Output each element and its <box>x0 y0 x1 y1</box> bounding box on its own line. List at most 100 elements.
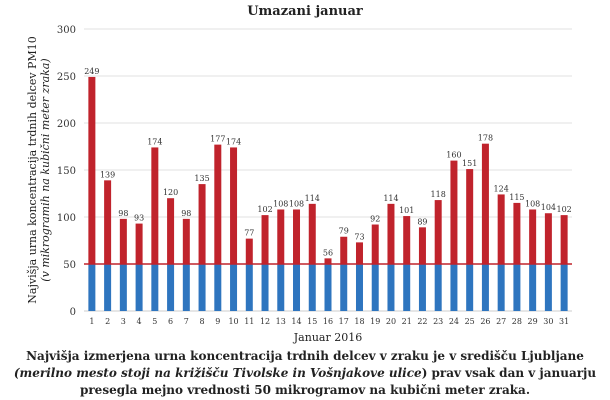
bar-below-threshold <box>418 264 426 311</box>
x-tick-label: 2 <box>105 317 110 326</box>
data-label: 93 <box>134 214 144 223</box>
bar-above-threshold <box>88 76 96 264</box>
x-tick-label: 14 <box>291 317 301 326</box>
bar-below-threshold <box>387 264 395 311</box>
bar-above-threshold <box>560 215 568 264</box>
bar-above-threshold <box>513 202 521 264</box>
x-tick-label: 4 <box>137 317 142 326</box>
bar-below-threshold <box>230 264 238 311</box>
y-tick-label: 150 <box>57 166 76 177</box>
bar-below-threshold <box>277 264 285 311</box>
data-label: 108 <box>289 199 304 208</box>
bar-above-threshold <box>151 147 159 264</box>
bar-below-threshold <box>245 264 253 311</box>
bar-below-threshold <box>324 264 332 311</box>
data-label: 174 <box>226 137 241 146</box>
x-tick-label: 17 <box>339 317 349 326</box>
bar-above-threshold <box>308 203 316 264</box>
x-tick-label: 22 <box>417 317 427 326</box>
data-label: 98 <box>118 209 128 218</box>
data-label: 115 <box>509 193 524 202</box>
x-tick-label: 11 <box>244 317 254 326</box>
bar-above-threshold <box>387 203 395 264</box>
bar-below-threshold <box>293 264 301 311</box>
caption-line-1: Najvišja izmerjena urna koncentracija tr… <box>26 349 584 363</box>
bar-below-threshold <box>466 264 474 311</box>
bar-above-threshold <box>355 242 363 264</box>
data-label: 114 <box>383 194 398 203</box>
bar-below-threshold <box>214 264 222 311</box>
bar-above-threshold <box>544 213 552 264</box>
bar-below-threshold <box>135 264 143 311</box>
bar-below-threshold <box>355 264 363 311</box>
data-label: 108 <box>525 199 540 208</box>
caption-line-3: presegla mejno vrednosti 50 mikrogramov … <box>79 383 531 397</box>
bar-below-threshold <box>308 264 316 311</box>
bar-chart: 0501001502002503002491139298393417451206… <box>57 25 572 344</box>
bar-above-threshold <box>481 143 489 264</box>
data-label: 102 <box>257 205 272 214</box>
bar-above-threshold <box>198 184 206 264</box>
x-tick-label: 29 <box>528 317 538 326</box>
bar-above-threshold <box>340 236 348 264</box>
x-tick-label: 8 <box>200 317 205 326</box>
bar-below-threshold <box>151 264 159 311</box>
data-label: 56 <box>323 248 333 257</box>
bar-below-threshold <box>560 264 568 311</box>
data-label: 177 <box>210 135 225 144</box>
x-tick-label: 10 <box>228 317 238 326</box>
data-label: 92 <box>370 215 380 224</box>
data-label: 73 <box>354 232 364 241</box>
bar-above-threshold <box>261 215 269 264</box>
data-label: 98 <box>181 209 191 218</box>
data-label: 79 <box>339 227 349 236</box>
bar-above-threshold <box>245 238 253 264</box>
bar-above-threshold <box>167 198 175 264</box>
y-tick-label: 100 <box>57 213 76 224</box>
caption-line-2: ) prav vsak dan v januarju <box>421 366 597 380</box>
x-tick-label: 5 <box>152 317 157 326</box>
x-tick-label: 13 <box>276 317 286 326</box>
data-label: 102 <box>556 205 571 214</box>
bar-above-threshold <box>418 227 426 264</box>
caption-line-2-italic: (merilno mesto stoji na križišču Tivolsk… <box>13 366 422 380</box>
x-tick-label: 19 <box>370 317 380 326</box>
data-label: 104 <box>541 203 556 212</box>
data-label: 89 <box>417 217 427 226</box>
x-tick-label: 16 <box>323 317 333 326</box>
bar-above-threshold <box>214 144 222 264</box>
x-tick-label: 7 <box>184 317 189 326</box>
y-tick-label: 250 <box>57 72 76 83</box>
x-tick-label: 20 <box>386 317 396 326</box>
bar-above-threshold <box>371 224 379 264</box>
data-label: 101 <box>399 206 414 215</box>
data-label: 249 <box>84 67 99 76</box>
bar-above-threshold <box>182 218 190 264</box>
bar-below-threshold <box>497 264 505 311</box>
y-tick-label: 200 <box>57 119 76 130</box>
bar-below-threshold <box>513 264 521 311</box>
bar-below-threshold <box>434 264 442 311</box>
y-tick-label: 300 <box>57 25 76 36</box>
bar-above-threshold <box>450 160 458 264</box>
bar-above-threshold <box>466 169 474 264</box>
bar-below-threshold <box>198 264 206 311</box>
bar-above-threshold <box>104 180 112 264</box>
bar-below-threshold <box>544 264 552 311</box>
bar-below-threshold <box>88 264 96 311</box>
x-tick-label: 3 <box>121 317 126 326</box>
x-tick-label: 9 <box>215 317 220 326</box>
bar-below-threshold <box>450 264 458 311</box>
bar-below-threshold <box>481 264 489 311</box>
caption: Najvišja izmerjena urna koncentracija tr… <box>0 348 610 399</box>
x-tick-label: 21 <box>402 317 412 326</box>
bar-below-threshold <box>371 264 379 311</box>
data-label: 151 <box>462 159 477 168</box>
chart-title: Umazani januar <box>247 4 363 19</box>
x-axis-label: Januar 2016 <box>293 331 362 344</box>
data-label: 160 <box>446 151 461 160</box>
x-tick-label: 23 <box>433 317 443 326</box>
bar-above-threshold <box>277 209 285 264</box>
bar-below-threshold <box>261 264 269 311</box>
data-label: 174 <box>147 137 162 146</box>
